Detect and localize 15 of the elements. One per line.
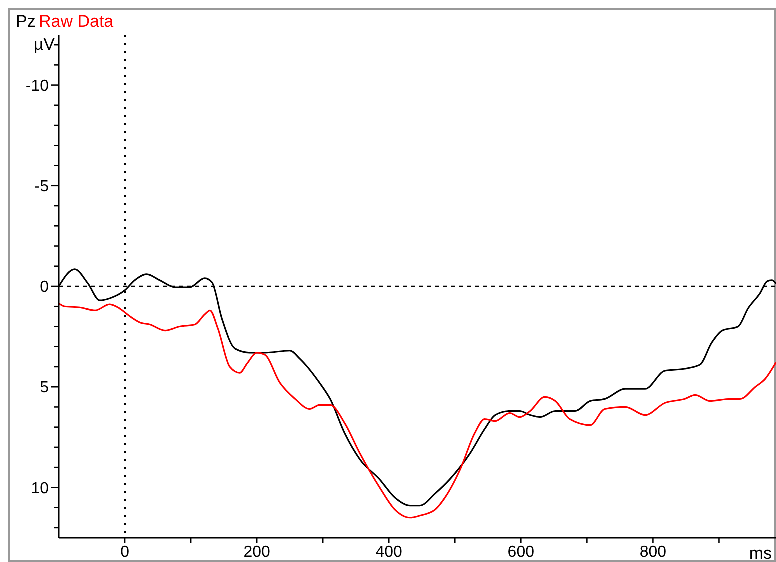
- x-tick-label: 600: [508, 544, 535, 561]
- line-series: [58, 302, 776, 519]
- x-axis-title: ms: [749, 544, 772, 562]
- x-tick-label: 0: [120, 544, 130, 561]
- y-tick-label: 10: [31, 480, 50, 498]
- y-tick-label: -10: [26, 78, 50, 95]
- y-axis-title: µV: [34, 35, 56, 54]
- y-tick-label: -5: [34, 178, 50, 196]
- y-tick-label: 0: [40, 279, 50, 296]
- x-tick-label: 200: [244, 544, 271, 561]
- chart-title: Pz: [16, 12, 36, 31]
- x-tick-label: 800: [640, 544, 667, 561]
- x-tick-label: 400: [376, 544, 403, 561]
- y-tick-label: 5: [40, 380, 50, 397]
- text: Raw Data: [39, 12, 114, 31]
